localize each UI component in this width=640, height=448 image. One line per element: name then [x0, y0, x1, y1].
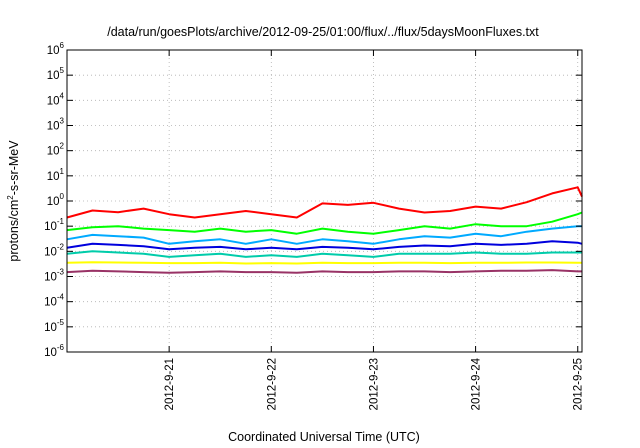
series-line-4	[66, 240, 583, 251]
series-line-2	[66, 211, 583, 235]
y-tick-base: 10	[44, 246, 57, 258]
y-tick-base: 10	[44, 347, 57, 359]
chart-title: /data/run/goesPlots/archive/2012-09-25/0…	[107, 25, 539, 39]
y-tick-label: 10-2	[44, 242, 64, 258]
y-tick-label: 10-1	[44, 217, 64, 233]
y-tick-exponent: -6	[57, 343, 65, 352]
y-tick-exponent: -1	[57, 217, 65, 226]
series-line-3	[66, 225, 582, 245]
series-line-1	[66, 186, 583, 219]
x-axis: 2012-9-21 2012-9-22 2012-9-23 2012-9-24 2012…	[164, 50, 585, 410]
y-tick-exponent: 3	[60, 117, 65, 126]
y-axis: 10-610-510-410-310-210-11001011021031041…	[44, 41, 582, 359]
x-tick-label: 2012-9-25	[573, 358, 585, 410]
y-tick-label: 10-3	[44, 268, 64, 284]
x-tick-label: 2012-9-23	[368, 358, 380, 410]
y-tick-base: 10	[44, 272, 57, 284]
x-tick-label: 2012-9-22	[266, 358, 278, 410]
y-tick-label: 10-4	[44, 293, 64, 309]
y-axis-label-base: protons/cm	[7, 200, 21, 262]
y-tick-exponent: -4	[57, 293, 65, 302]
y-tick-base: 10	[44, 221, 57, 233]
y-tick-exponent: 6	[60, 41, 65, 50]
y-tick-exponent: -3	[57, 268, 65, 277]
y-tick-exponent: 2	[60, 142, 65, 151]
x-tick-label: 2012-9-24	[471, 357, 483, 410]
x-axis-label: Coordinated Universal Time (UTC)	[228, 430, 420, 444]
y-tick-base: 10	[47, 121, 60, 133]
y-axis-label: protons/cm2-s-sr-MeV	[6, 140, 21, 262]
y-tick-base: 10	[47, 171, 60, 183]
series-line-6	[66, 261, 582, 265]
series-line-7	[66, 269, 582, 274]
y-tick-label: 105	[47, 66, 65, 82]
y-tick-base: 10	[47, 146, 60, 158]
y-tick-label: 103	[47, 117, 65, 133]
y-tick-base: 10	[44, 297, 57, 309]
y-tick-label: 104	[47, 91, 65, 107]
plot-frame	[66, 49, 583, 353]
y-tick-exponent: 0	[60, 192, 65, 201]
y-tick-label: 101	[47, 167, 65, 183]
y-tick-label: 106	[47, 41, 65, 57]
y-tick-exponent: -5	[57, 318, 65, 327]
y-tick-base: 10	[47, 196, 60, 208]
y-tick-exponent: -2	[57, 242, 65, 251]
series-line-5	[66, 250, 582, 258]
y-tick-label: 102	[47, 142, 65, 158]
y-tick-base: 10	[47, 70, 60, 82]
y-tick-base: 10	[47, 45, 60, 57]
x-tick-label: 2012-9-21	[164, 358, 176, 410]
y-tick-base: 10	[47, 95, 60, 107]
y-axis-label-rest: -s-sr-MeV	[7, 140, 21, 196]
y-tick-exponent: 4	[60, 91, 65, 100]
y-tick-label: 100	[47, 192, 65, 208]
y-tick-label: 10-5	[44, 318, 64, 334]
y-tick-exponent: 5	[60, 66, 65, 75]
grid	[67, 50, 582, 352]
y-tick-base: 10	[44, 322, 57, 334]
y-axis-label-sup: 2	[6, 195, 15, 200]
y-tick-label: 10-6	[44, 343, 64, 359]
series-layer	[66, 186, 583, 274]
y-tick-exponent: 1	[60, 167, 65, 176]
